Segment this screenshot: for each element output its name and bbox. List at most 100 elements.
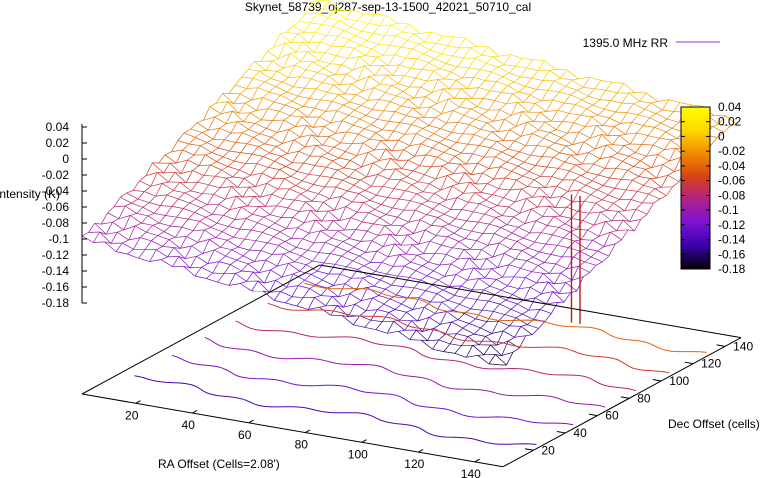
surface-segment: [583, 137, 591, 143]
surface-segment: [365, 115, 378, 120]
surface-segment: [407, 97, 415, 100]
surface-segment: [489, 279, 497, 287]
surface-segment: [302, 288, 310, 298]
surface-segment: [467, 87, 479, 90]
surface-segment: [564, 154, 572, 163]
surface-segment: [501, 289, 513, 295]
surface-segment: [560, 69, 568, 79]
surface-segment: [519, 208, 532, 214]
surface-segment: [662, 109, 674, 112]
surface-segment: [512, 347, 520, 353]
surface-segment: [226, 177, 239, 188]
surface-segment: [396, 286, 404, 296]
surface-segment: [495, 215, 503, 218]
surface-segment: [343, 167, 356, 171]
surface-segment: [332, 157, 340, 162]
z-tick-label: 0: [62, 152, 69, 166]
surface-segment: [395, 309, 407, 313]
y-tick-label: 140: [733, 339, 753, 353]
surface-segment: [226, 176, 233, 179]
surface-segment: [215, 231, 223, 238]
surface-segment: [248, 123, 256, 130]
surface-segment: [391, 139, 399, 152]
surface-segment: [439, 203, 451, 210]
surface-segment: [425, 92, 433, 97]
surface-segment: [325, 110, 338, 112]
surface-segment: [527, 186, 540, 189]
surface-segment: [271, 136, 283, 144]
surface-segment: [362, 87, 375, 92]
surface-segment: [100, 212, 108, 225]
surface-segment: [455, 269, 463, 275]
surface-segment: [486, 62, 498, 68]
surface-segment: [279, 169, 292, 177]
surface-segment: [145, 162, 153, 176]
surface-segment: [513, 76, 521, 83]
surface-segment: [444, 321, 452, 335]
surface-segment: [235, 84, 247, 89]
surface-segment: [583, 272, 590, 277]
surface-segment: [580, 175, 593, 182]
surface-segment: [646, 202, 654, 215]
surface-segment: [431, 79, 439, 93]
surface-segment: [255, 182, 267, 188]
surface-segment: [380, 83, 392, 86]
surface-segment: [245, 218, 258, 224]
surface-segment: [662, 160, 670, 165]
surface-segment: [286, 31, 298, 35]
surface-segment: [508, 258, 516, 265]
surface-segment: [427, 200, 440, 205]
surface-segment: [671, 122, 679, 129]
surface-segment: [545, 234, 553, 245]
surface-segment: [208, 175, 216, 186]
surface-segment: [661, 186, 673, 188]
surface-segment: [151, 235, 158, 242]
surface-segment: [497, 205, 509, 208]
surface-segment: [425, 284, 433, 291]
surface-segment: [378, 288, 386, 296]
surface-segment: [476, 98, 484, 107]
surface-segment: [471, 87, 479, 99]
surface-segment: [234, 206, 242, 220]
surface-segment: [493, 166, 501, 180]
surface-segment: [520, 267, 532, 273]
surface-segment: [256, 156, 264, 164]
surface-segment: [537, 60, 545, 71]
surface-segment: [463, 249, 476, 261]
surface-segment: [388, 111, 396, 122]
surface-segment: [506, 216, 514, 225]
surface-segment: [537, 144, 549, 148]
surface-segment: [288, 126, 296, 130]
surface-segment: [352, 201, 364, 203]
surface-segment: [387, 188, 395, 198]
surface-segment: [589, 211, 601, 214]
surface-segment: [581, 239, 593, 241]
surface-segment: [489, 81, 497, 92]
surface-segment: [520, 76, 532, 79]
surface-segment: [247, 205, 259, 207]
surface-segment: [638, 114, 650, 119]
surface-segment: [434, 193, 446, 201]
surface-segment: [549, 70, 561, 79]
surface-segment: [605, 220, 612, 222]
surface-segment: [325, 237, 332, 243]
surface-segment: [421, 62, 429, 70]
surface-segment: [554, 282, 566, 285]
surface-segment: [166, 190, 174, 196]
surface-segment: [230, 259, 237, 265]
surface-segment: [502, 264, 510, 278]
surface-segment: [511, 170, 523, 177]
surface-segment: [439, 263, 452, 266]
surface-segment: [590, 134, 602, 139]
surface-segment: [563, 94, 571, 104]
surface-segment: [513, 268, 521, 278]
surface-segment: [221, 110, 233, 115]
y-tick: [716, 344, 726, 347]
surface-segment: [561, 191, 569, 197]
surface-segment: [571, 266, 579, 281]
surface-segment: [324, 126, 336, 134]
surface-segment: [319, 116, 331, 124]
surface-segment: [462, 77, 474, 79]
surface-segment: [214, 113, 222, 118]
surface-segment: [352, 193, 359, 203]
